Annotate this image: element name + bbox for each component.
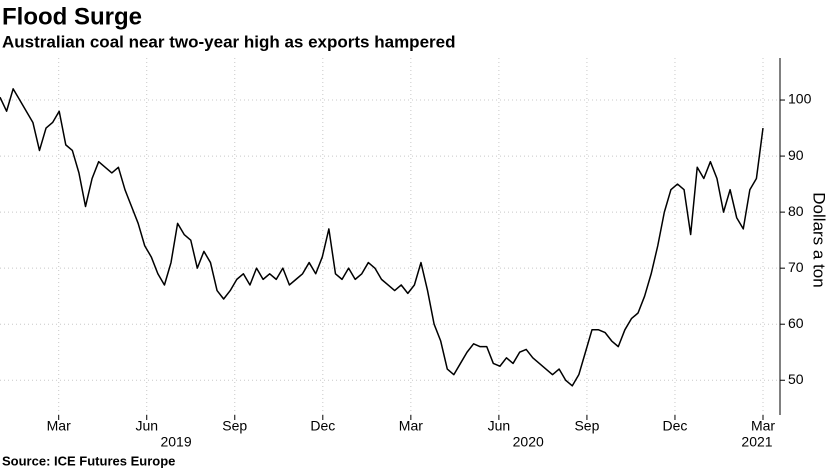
x-tick-label: Dec bbox=[310, 418, 335, 434]
x-tick-label: Sep bbox=[222, 418, 247, 434]
line-series bbox=[0, 88, 764, 387]
x-year-label: 2021 bbox=[741, 434, 772, 450]
x-tick-label: Dec bbox=[663, 418, 688, 434]
x-year-label: 2020 bbox=[513, 434, 544, 450]
x-tick-label: Jun bbox=[488, 418, 511, 434]
y-tick-label: 50 bbox=[788, 371, 804, 387]
y-tick-label: 90 bbox=[788, 147, 804, 163]
x-tick-label: Mar bbox=[751, 418, 775, 434]
chart-title: Flood Surge bbox=[2, 3, 142, 30]
source: Source: ICE Futures Europe bbox=[2, 453, 175, 468]
x-tick-label: Jun bbox=[135, 418, 158, 434]
x-year-label: 2019 bbox=[160, 434, 191, 450]
y-tick-label: 60 bbox=[788, 315, 804, 331]
y-tick-label: 100 bbox=[788, 91, 812, 107]
x-tick-label: Mar bbox=[399, 418, 423, 434]
y-tick-label: 80 bbox=[788, 203, 804, 219]
chart-subtitle: Australian coal near two-year high as ex… bbox=[2, 32, 455, 51]
x-tick-label: Mar bbox=[47, 418, 71, 434]
y-axis-title: Dollars a ton bbox=[810, 192, 829, 287]
x-tick-label: Sep bbox=[574, 418, 599, 434]
y-tick-label: 70 bbox=[788, 259, 804, 275]
